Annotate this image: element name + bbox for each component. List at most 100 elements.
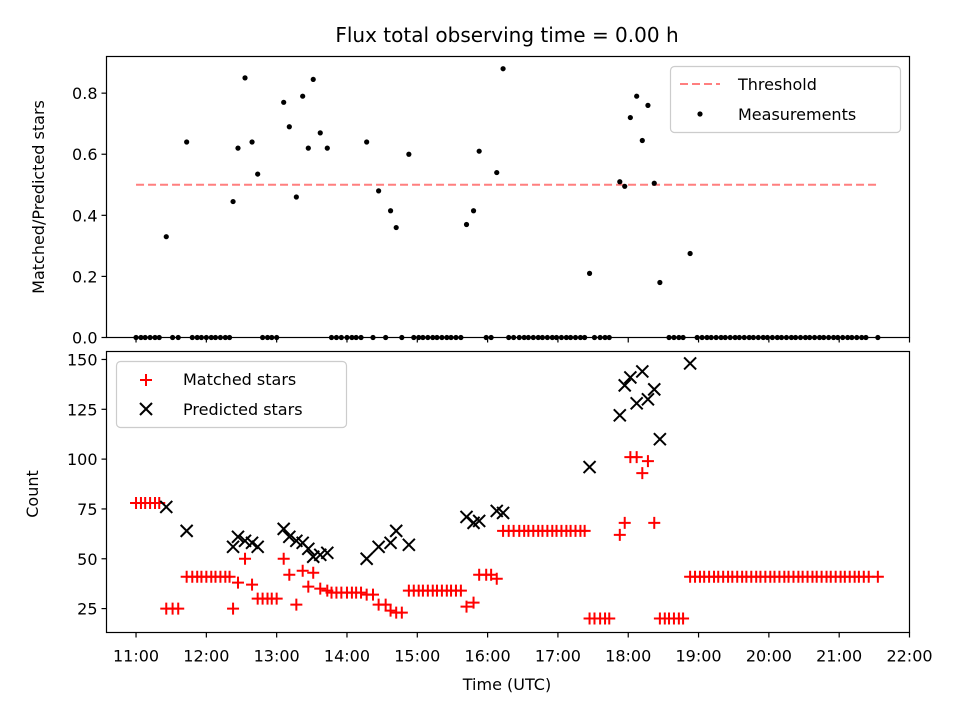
- x-tick-label: 17:00: [535, 647, 581, 666]
- top-y-axis-label: Matched/Predicted stars: [29, 100, 48, 294]
- predicted-star-point: [159, 500, 173, 514]
- x-tick-label: 15:00: [394, 647, 440, 666]
- x-axis-label: Time (UTC): [462, 675, 551, 694]
- measurement-point: [364, 139, 370, 145]
- measurement-point: [639, 137, 645, 144]
- measurement-point: [622, 183, 628, 189]
- x-tick-label: 14:00: [324, 647, 370, 666]
- x-tick-label: 13:00: [254, 647, 300, 666]
- bottom-y-axis-label: Count: [23, 470, 42, 518]
- legend-matched-swatch: [140, 374, 152, 386]
- matched-star-point: [460, 600, 473, 613]
- measurement-point: [310, 76, 316, 83]
- matched-star-point: [296, 564, 309, 577]
- matched-star-point: [871, 570, 884, 583]
- legend-measurements-swatch: [697, 111, 703, 117]
- bottom-y-ticks: 25 50 75 100 125 150: [67, 350, 107, 619]
- top-legend-box: [669, 65, 902, 134]
- matched-star-point: [314, 582, 327, 595]
- legend-predicted-swatch: [139, 402, 153, 416]
- x-tick-label: 20:00: [746, 647, 792, 666]
- measurement-point: [242, 75, 248, 81]
- bottom-legend-box: [115, 360, 348, 429]
- matched-star-point: [307, 566, 320, 579]
- measurement-point: [463, 221, 470, 228]
- measurement-point: [651, 180, 657, 186]
- matched-star-point: [355, 586, 368, 599]
- predicted-star-point: [389, 524, 403, 538]
- top-y-tick-label: 0.6: [72, 145, 97, 164]
- matched-star-point: [290, 598, 303, 611]
- measurement-point: [324, 145, 330, 151]
- predicted-star-point: [320, 546, 334, 560]
- top-chart-title: Flux total observing time = 0.00 h: [335, 23, 678, 47]
- top-axes: 0.00.20.40.60.8 Matched/Predicted stars …: [29, 55, 911, 348]
- bottom-y-tick-label: 25: [77, 600, 97, 619]
- top-x-ticks: [135, 337, 911, 343]
- matched-star-point: [613, 528, 626, 541]
- predicted-star-point: [282, 530, 297, 544]
- matched-star-point: [277, 552, 290, 565]
- top-legend: Threshold Measurements: [669, 65, 902, 134]
- measurement-point: [406, 151, 412, 157]
- matched-star-point: [384, 604, 397, 617]
- measurement-point: [255, 171, 261, 177]
- matched-star-point: [603, 612, 616, 625]
- matched-star-point: [490, 572, 503, 585]
- matched-star-point: [648, 516, 661, 529]
- measurement-point: [645, 102, 651, 108]
- matched-star-point: [467, 596, 480, 609]
- measurement-point: [494, 169, 500, 176]
- predicted-star-point: [683, 356, 697, 371]
- bottom-axes-frame: [105, 350, 911, 634]
- bottom-y-tick-label: 125: [67, 400, 98, 419]
- measurement-point: [305, 145, 311, 151]
- bottom-y-tick-label: 100: [67, 450, 98, 469]
- matched-star-point: [239, 552, 252, 565]
- matched-star-point: [454, 584, 467, 597]
- predicted-star-point: [641, 392, 655, 407]
- predicted-star-point: [383, 536, 398, 550]
- measurement-point: [184, 139, 190, 145]
- bottom-x-ticks: 11:00 12:00 13:00 14:00 15:00 16:00 17:00 18:00…: [113, 632, 933, 666]
- x-tick-label: 16:00: [465, 647, 511, 666]
- legend-predicted-label: Predicted stars: [183, 400, 303, 419]
- predicted-star-point: [250, 540, 265, 554]
- predicted-star-point: [635, 364, 650, 379]
- top-y-ticks: 0.0 0.2 0.4 0.6 0.8: [72, 84, 107, 348]
- predicted-stars-layer: [159, 356, 697, 566]
- predicted-star-point: [245, 536, 259, 550]
- matched-star-point: [578, 524, 591, 537]
- matched-star-point: [302, 580, 315, 593]
- measurement-point: [376, 188, 382, 194]
- x-tick-label: 12:00: [183, 647, 229, 666]
- top-y-tick-label: 0.4: [72, 206, 97, 225]
- predicted-star-point: [276, 522, 291, 536]
- x-tick-label: 22:00: [886, 647, 932, 666]
- measurement-point: [476, 148, 482, 154]
- predicted-star-point: [226, 540, 240, 554]
- predicted-star-point: [179, 524, 194, 538]
- matched-star-point: [223, 570, 236, 583]
- matched-star-point: [270, 592, 283, 605]
- measurement-point: [687, 250, 693, 257]
- predicted-star-point: [613, 408, 627, 422]
- top-axes-frame: [105, 55, 911, 339]
- x-tick-label: 19:00: [675, 647, 721, 666]
- bottom-y-tick-label: 150: [67, 350, 98, 369]
- predicted-star-point: [472, 514, 486, 528]
- measurement-point: [617, 179, 623, 185]
- predicted-star-point: [653, 432, 667, 446]
- measurement-point: [230, 198, 236, 205]
- x-tick-label: 18:00: [605, 647, 651, 666]
- measurement-point: [634, 93, 640, 99]
- matched-star-point: [366, 588, 379, 601]
- top-y-tick-label: 0.0: [72, 329, 97, 348]
- predicted-star-point: [371, 540, 386, 554]
- top-y-tick-label: 0.2: [72, 267, 97, 286]
- matched-star-point: [283, 568, 296, 581]
- bottom-y-tick-label: 50: [77, 550, 97, 569]
- matched-star-point: [641, 455, 654, 468]
- predicted-star-point: [496, 506, 510, 520]
- measurement-point: [286, 124, 292, 130]
